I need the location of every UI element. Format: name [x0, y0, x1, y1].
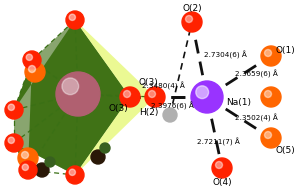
Circle shape: [45, 157, 55, 167]
Circle shape: [100, 143, 110, 153]
Circle shape: [18, 148, 38, 168]
Text: 2.3502(4) Å: 2.3502(4) Å: [235, 114, 277, 122]
Circle shape: [5, 134, 23, 152]
Circle shape: [5, 101, 23, 119]
Circle shape: [191, 81, 223, 113]
Circle shape: [66, 11, 84, 29]
Circle shape: [29, 66, 35, 73]
Circle shape: [185, 15, 193, 22]
Circle shape: [261, 128, 281, 148]
Circle shape: [91, 150, 105, 164]
Circle shape: [8, 104, 14, 110]
Circle shape: [35, 163, 49, 177]
Circle shape: [66, 166, 84, 184]
Circle shape: [22, 164, 28, 170]
Circle shape: [23, 51, 41, 69]
Circle shape: [69, 169, 75, 175]
Circle shape: [56, 72, 100, 116]
Circle shape: [120, 87, 140, 107]
Text: O(3): O(3): [108, 104, 128, 112]
Text: 2.3659(6) Å: 2.3659(6) Å: [235, 70, 277, 78]
Text: 2.7211(7) Å: 2.7211(7) Å: [197, 138, 239, 146]
Text: O(3): O(3): [138, 78, 158, 88]
Circle shape: [62, 78, 79, 95]
Circle shape: [25, 62, 45, 82]
Circle shape: [149, 91, 156, 98]
Text: Na(1): Na(1): [226, 98, 251, 108]
Text: 2.3480(4) Å: 2.3480(4) Å: [142, 82, 184, 90]
Circle shape: [124, 91, 131, 98]
Circle shape: [26, 54, 32, 60]
Text: O(5): O(5): [275, 146, 295, 154]
Circle shape: [265, 132, 271, 139]
Circle shape: [8, 137, 14, 143]
Circle shape: [146, 88, 164, 106]
Circle shape: [261, 46, 281, 66]
Circle shape: [145, 87, 165, 107]
Circle shape: [261, 87, 281, 107]
Text: O(4): O(4): [212, 177, 232, 187]
Circle shape: [265, 50, 271, 57]
Circle shape: [19, 161, 37, 179]
Circle shape: [196, 86, 209, 99]
Circle shape: [121, 88, 139, 106]
Circle shape: [148, 91, 156, 98]
Text: 2.3976(6) Å: 2.3976(6) Å: [150, 102, 193, 110]
Text: O(2): O(2): [182, 4, 202, 12]
Circle shape: [163, 108, 177, 122]
Polygon shape: [14, 20, 130, 175]
Circle shape: [182, 12, 202, 32]
Circle shape: [21, 152, 29, 159]
Polygon shape: [75, 20, 155, 175]
Circle shape: [215, 161, 223, 169]
Circle shape: [69, 14, 75, 20]
Circle shape: [123, 91, 131, 98]
Circle shape: [265, 91, 271, 98]
Text: 2.7304(6) Å: 2.7304(6) Å: [204, 51, 246, 59]
Circle shape: [212, 158, 232, 178]
Text: H(2): H(2): [140, 108, 159, 118]
Polygon shape: [14, 20, 130, 175]
Text: O(1): O(1): [275, 46, 295, 54]
